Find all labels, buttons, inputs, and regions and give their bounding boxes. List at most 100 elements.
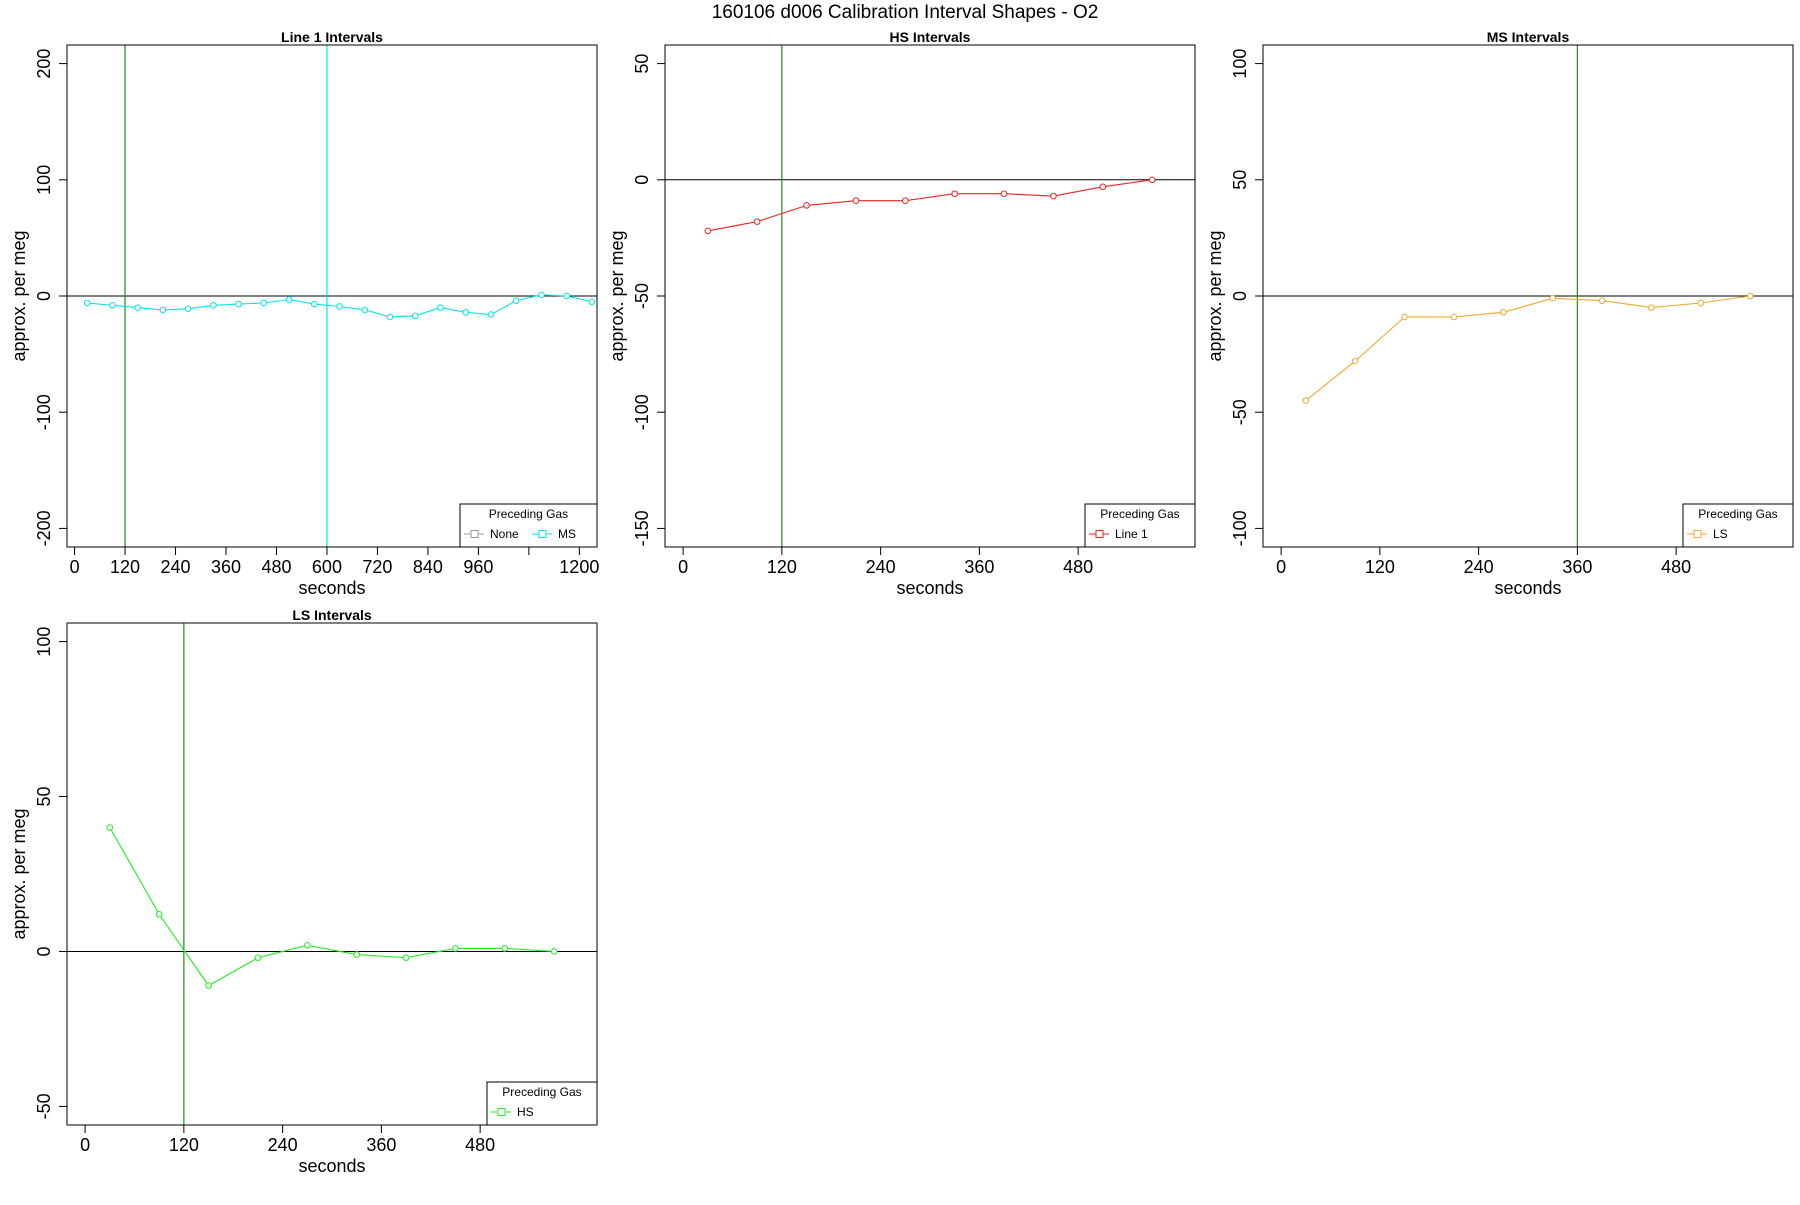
legend-box <box>1084 503 1196 548</box>
data-point <box>254 954 262 961</box>
x-tick-label: 120 <box>169 1135 199 1155</box>
y-axis: -50 0 50 100 approx. per meg <box>9 627 68 1119</box>
x-axis: 0 120 240 360 480 600 720 840 960 1200 seconds <box>70 546 599 598</box>
data-point <box>155 910 163 918</box>
data-point <box>1000 190 1008 198</box>
reference-lines <box>665 45 1195 547</box>
data-point <box>753 218 761 225</box>
legend-box <box>486 1081 598 1126</box>
data-point <box>311 300 318 308</box>
data-point <box>1697 299 1705 307</box>
data-point <box>1050 192 1057 200</box>
y-tick-label: 100 <box>34 165 54 195</box>
data-point <box>538 291 545 299</box>
x-tick-label: 120 <box>767 557 797 577</box>
y-axis-label: approx. per meg <box>1205 230 1225 361</box>
data-point <box>852 197 860 205</box>
x-tick-label: 360 <box>964 557 994 577</box>
data-point <box>260 299 268 307</box>
legend-swatch-marker <box>1095 530 1104 538</box>
data-point <box>106 824 114 831</box>
y-tick-label: 0 <box>1230 291 1250 301</box>
data-point <box>109 301 116 309</box>
y-tick-label: 100 <box>34 627 54 657</box>
data-point <box>353 951 360 958</box>
reference-lines <box>67 623 597 1125</box>
legend-title: Preceding Gas <box>502 1085 581 1099</box>
legend-box <box>1682 503 1794 548</box>
data-point <box>285 296 293 303</box>
data-point <box>336 303 343 310</box>
x-axis: 0 120 240 360 480 seconds <box>80 1124 495 1176</box>
x-tick-label: 600 <box>312 557 342 577</box>
y-axis-label: approx. per meg <box>9 808 29 939</box>
y-tick-label: -100 <box>632 394 652 430</box>
x-axis-label: seconds <box>298 578 365 598</box>
data-point <box>134 304 141 311</box>
data-point <box>1148 176 1156 184</box>
x-tick-label: 720 <box>362 557 392 577</box>
legend-title: Preceding Gas <box>489 507 568 521</box>
reference-lines <box>1263 45 1793 547</box>
y-axis: -150 -100 -50 0 50 approx. per meg <box>607 54 666 546</box>
data-point <box>437 304 444 311</box>
data-point <box>1598 297 1606 304</box>
y-tick-label: -150 <box>632 510 652 546</box>
x-axis: 0 120 240 360 480 seconds <box>1276 546 1691 598</box>
data-point <box>951 190 958 198</box>
y-axis-label: approx. per meg <box>607 230 627 361</box>
data-point <box>512 297 520 304</box>
reference-lines <box>67 45 597 547</box>
x-axis: 0 120 240 360 480 seconds <box>678 546 1093 598</box>
x-tick-label: 120 <box>110 557 140 577</box>
y-tick-label: 0 <box>34 291 54 301</box>
legend-title: Preceding Gas <box>1698 507 1777 521</box>
x-tick-label: 120 <box>1365 557 1395 577</box>
x-tick-label: 360 <box>366 1135 396 1155</box>
x-tick-label: 240 <box>161 557 191 577</box>
x-tick-label: 0 <box>678 557 688 577</box>
data-point <box>588 298 596 306</box>
y-axis-label: approx. per meg <box>9 230 29 361</box>
y-tick-label: 50 <box>632 54 652 74</box>
series-ms <box>83 291 596 321</box>
y-tick-label: -200 <box>34 510 54 546</box>
data-point <box>83 299 91 307</box>
y-tick-label: -50 <box>34 1093 54 1119</box>
legend: Preceding Gas HS <box>486 1081 598 1126</box>
x-tick-label: 0 <box>1276 557 1286 577</box>
legend: Preceding Gas None MS <box>459 503 598 548</box>
data-point <box>550 948 558 955</box>
y-tick-label: -100 <box>34 394 54 430</box>
panel-title: LS Intervals <box>292 607 372 623</box>
data-point <box>159 306 167 314</box>
y-tick-label: 0 <box>34 946 54 956</box>
y-tick-label: 200 <box>34 49 54 79</box>
x-tick-label: 240 <box>866 557 896 577</box>
x-tick-label: 240 <box>1464 557 1494 577</box>
series-line <box>109 827 555 987</box>
legend-label: LS <box>1713 527 1728 541</box>
x-tick-label: 360 <box>1562 557 1592 577</box>
data-point <box>184 305 192 313</box>
data-point <box>452 945 459 952</box>
chart-panel-1: Line 1 Intervals 0 120 240 360 480 600 720 840 96… <box>9 29 599 598</box>
data-point <box>487 311 495 318</box>
x-axis-label: seconds <box>896 578 963 598</box>
data-point <box>1401 313 1408 321</box>
data-point <box>235 300 242 308</box>
data-point <box>386 313 394 321</box>
data-point <box>803 202 810 209</box>
data-point <box>210 301 217 309</box>
legend-swatch-marker <box>1693 530 1702 538</box>
data-point <box>1549 295 1556 302</box>
x-tick-label: 1200 <box>559 557 599 577</box>
data-point <box>501 945 509 952</box>
y-axis: -100 -50 0 50 100 approx. per meg <box>1205 49 1264 546</box>
legend-label: HS <box>517 1105 534 1119</box>
data-point <box>1099 183 1107 191</box>
x-tick-label: 240 <box>268 1135 298 1155</box>
panel-title: Line 1 Intervals <box>281 29 383 45</box>
data-point <box>205 982 212 989</box>
legend-swatch-marker <box>470 530 479 538</box>
